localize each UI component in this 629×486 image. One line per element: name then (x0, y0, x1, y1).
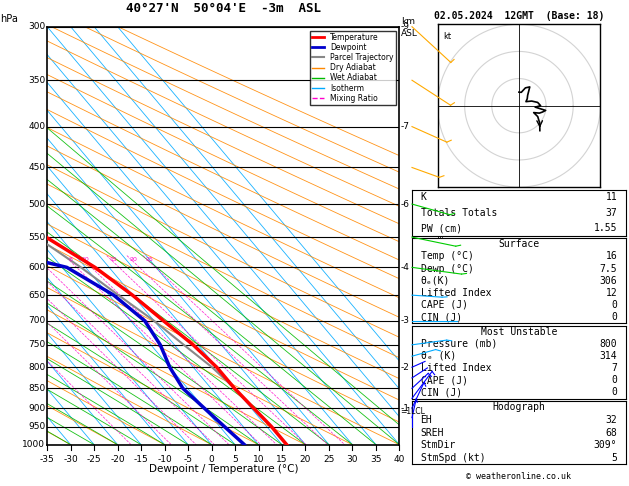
Text: 68: 68 (606, 428, 617, 437)
Text: -1: -1 (401, 403, 409, 413)
Text: -2: -2 (401, 363, 409, 372)
Text: km: km (401, 17, 415, 26)
Text: 0: 0 (611, 312, 617, 322)
Text: hPa: hPa (1, 14, 18, 24)
Text: 650: 650 (28, 291, 45, 300)
Text: -10: -10 (157, 455, 172, 464)
Text: 5: 5 (611, 453, 617, 463)
Text: Mixing Ratio (g/kg): Mixing Ratio (g/kg) (437, 199, 446, 272)
Text: CIN (J): CIN (J) (421, 312, 462, 322)
Text: CAPE (J): CAPE (J) (421, 375, 467, 385)
Text: StmSpd (kt): StmSpd (kt) (421, 453, 485, 463)
Text: θₑ(K): θₑ(K) (421, 276, 450, 286)
Text: =1LCL: =1LCL (401, 407, 426, 417)
Text: kt: kt (443, 33, 451, 41)
Text: 400: 400 (28, 122, 45, 131)
Text: 35: 35 (370, 455, 382, 464)
Text: 37: 37 (606, 208, 617, 218)
Text: Totals Totals: Totals Totals (421, 208, 497, 218)
Text: 40°27'N  50°04'E  -3m  ASL: 40°27'N 50°04'E -3m ASL (126, 1, 321, 15)
Text: -3: -3 (401, 316, 409, 325)
Text: 5: 5 (38, 257, 42, 261)
Text: 1.55: 1.55 (594, 223, 617, 233)
Text: 450: 450 (28, 163, 45, 172)
Text: 20: 20 (129, 257, 137, 261)
Text: 300: 300 (28, 22, 45, 31)
Text: 02.05.2024  12GMT  (Base: 18): 02.05.2024 12GMT (Base: 18) (434, 11, 604, 21)
Text: EH: EH (421, 415, 432, 425)
Text: 8: 8 (69, 257, 72, 261)
Text: 950: 950 (28, 422, 45, 432)
Text: 7.5: 7.5 (599, 263, 617, 274)
Text: 5: 5 (232, 455, 238, 464)
Text: StmDir: StmDir (421, 440, 456, 450)
Text: 600: 600 (28, 263, 45, 272)
Text: 0: 0 (611, 300, 617, 310)
Text: K: K (421, 192, 426, 202)
Text: 800: 800 (599, 339, 617, 349)
Text: -7: -7 (401, 122, 409, 131)
Text: Pressure (mb): Pressure (mb) (421, 339, 497, 349)
Text: 20: 20 (300, 455, 311, 464)
Text: 850: 850 (28, 384, 45, 393)
Text: 25: 25 (323, 455, 335, 464)
Text: Dewp (°C): Dewp (°C) (421, 263, 474, 274)
Text: CAPE (J): CAPE (J) (421, 300, 467, 310)
Text: 750: 750 (28, 340, 45, 349)
Text: 16: 16 (606, 251, 617, 261)
Text: 350: 350 (28, 76, 45, 85)
Text: 40: 40 (394, 455, 405, 464)
Text: SREH: SREH (421, 428, 444, 437)
Text: 7: 7 (611, 363, 617, 373)
X-axis label: Dewpoint / Temperature (°C): Dewpoint / Temperature (°C) (148, 464, 298, 474)
Text: 11: 11 (606, 192, 617, 202)
Text: 0: 0 (209, 455, 214, 464)
Text: -20: -20 (110, 455, 125, 464)
Text: -4: -4 (401, 263, 409, 272)
Text: 309°: 309° (594, 440, 617, 450)
Text: 10: 10 (81, 257, 89, 261)
Text: 32: 32 (606, 415, 617, 425)
Text: -9: -9 (401, 22, 409, 31)
Legend: Temperature, Dewpoint, Parcel Trajectory, Dry Adiabat, Wet Adiabat, Isotherm, Mi: Temperature, Dewpoint, Parcel Trajectory… (310, 31, 396, 105)
Text: -6: -6 (401, 200, 409, 208)
Text: -15: -15 (134, 455, 148, 464)
Text: Temp (°C): Temp (°C) (421, 251, 474, 261)
Text: -30: -30 (64, 455, 78, 464)
Text: 800: 800 (28, 363, 45, 372)
Text: Most Unstable: Most Unstable (481, 327, 557, 337)
Text: -25: -25 (87, 455, 101, 464)
Text: 306: 306 (599, 276, 617, 286)
Text: 25: 25 (145, 257, 153, 261)
Text: 0: 0 (611, 375, 617, 385)
Text: 15: 15 (109, 257, 117, 261)
Text: θₑ (K): θₑ (K) (421, 351, 456, 361)
Text: 500: 500 (28, 200, 45, 208)
Text: 700: 700 (28, 316, 45, 325)
Text: © weatheronline.co.uk: © weatheronline.co.uk (467, 472, 571, 481)
Text: 30: 30 (347, 455, 358, 464)
Text: Hodograph: Hodograph (493, 402, 545, 412)
Text: Surface: Surface (498, 239, 540, 249)
Text: 900: 900 (28, 403, 45, 413)
Text: CIN (J): CIN (J) (421, 387, 462, 398)
Text: 10: 10 (253, 455, 264, 464)
Text: 12: 12 (606, 288, 617, 298)
Text: ASL: ASL (401, 30, 418, 38)
Text: Lifted Index: Lifted Index (421, 363, 491, 373)
Text: 314: 314 (599, 351, 617, 361)
Text: 550: 550 (28, 233, 45, 242)
Text: -35: -35 (40, 455, 55, 464)
Text: PW (cm): PW (cm) (421, 223, 462, 233)
Text: 15: 15 (276, 455, 287, 464)
Text: 0: 0 (611, 387, 617, 398)
Text: 1000: 1000 (23, 440, 45, 449)
Text: Lifted Index: Lifted Index (421, 288, 491, 298)
Text: -5: -5 (184, 455, 192, 464)
